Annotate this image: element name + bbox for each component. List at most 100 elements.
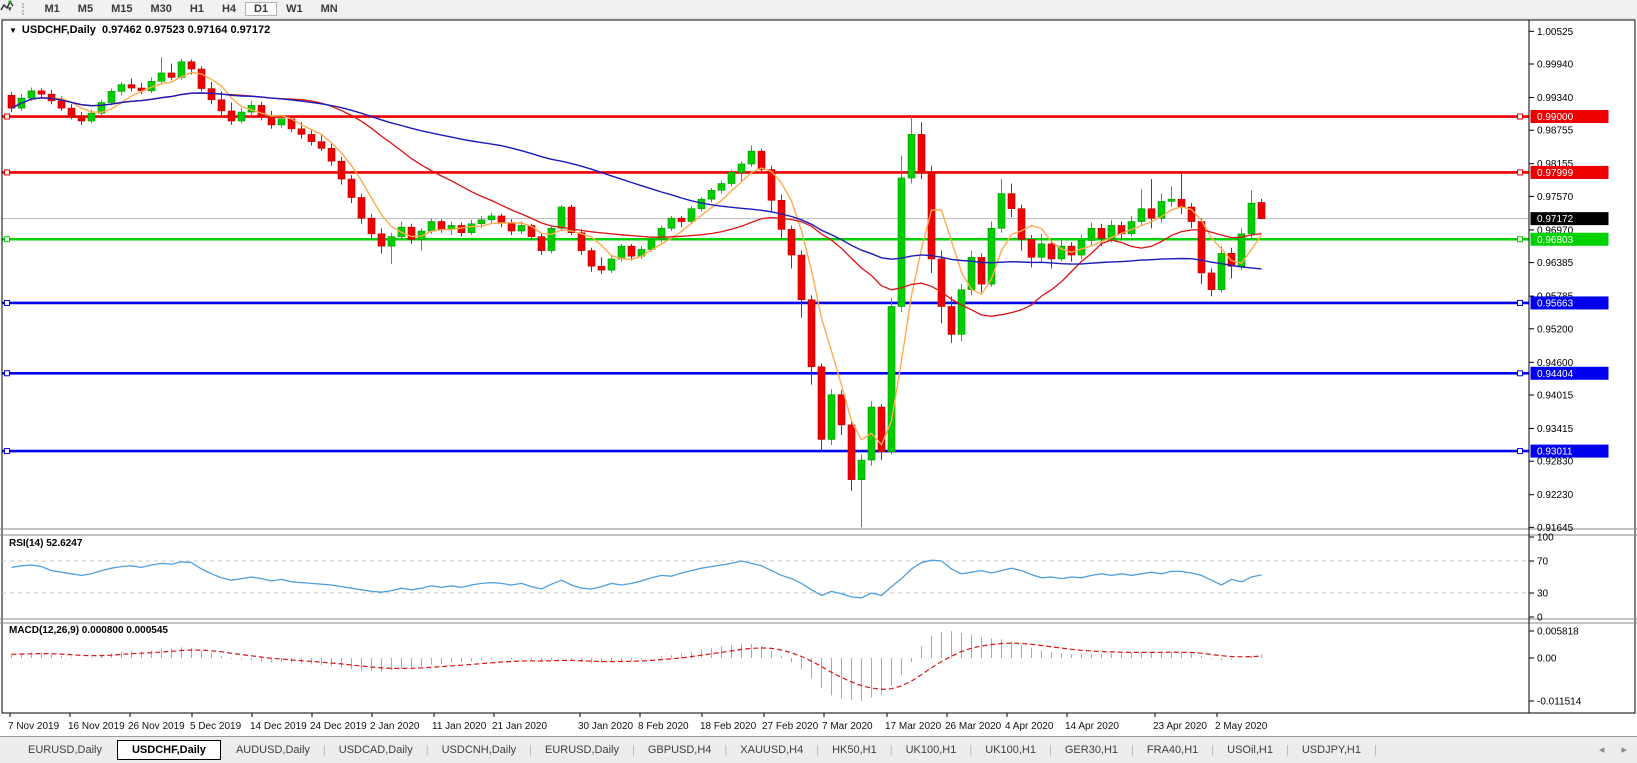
- svg-text:0.96803: 0.96803: [1537, 235, 1574, 246]
- rsi-panel: 100 70 30 0: [2, 533, 1554, 624]
- price-axis-flag: [1530, 165, 1609, 179]
- timeframe-button-H4[interactable]: H4: [221, 3, 237, 15]
- svg-text:0.93011: 0.93011: [1537, 447, 1573, 458]
- macd-indicator-label: MACD(12,26,9) 0.000800 0.000545: [9, 625, 168, 636]
- timeframe-button-M15[interactable]: M15: [111, 3, 133, 15]
- rsi-indicator-label: RSI(14) 52.6247: [9, 538, 83, 549]
- svg-text:17 Mar 2020: 17 Mar 2020: [885, 721, 942, 732]
- level-handle[interactable]: [4, 370, 10, 377]
- indicators-button[interactable]: ▾: [0, 0, 14, 13]
- tab-separator: |: [1373, 744, 1377, 756]
- tab-separator: |: [425, 744, 429, 756]
- svg-text:14 Dec 2019: 14 Dec 2019: [250, 721, 307, 732]
- tab-scroll-nav: ◂ ▸: [1585, 743, 1627, 756]
- chart-title-text: USDCHF,Daily 0.97462 0.97523 0.97164 0.9…: [21, 24, 271, 36]
- svg-text:0.00: 0.00: [1537, 654, 1557, 665]
- level-handle[interactable]: [4, 299, 10, 306]
- svg-text:30: 30: [1537, 589, 1549, 600]
- chart-tab-USDCHF-Daily[interactable]: USDCHF,Daily: [116, 740, 221, 760]
- chart-tab-GER30-H1[interactable]: GER30,H1: [1064, 744, 1119, 756]
- svg-text:8 Feb 2020: 8 Feb 2020: [638, 721, 689, 732]
- svg-text:0.94015: 0.94015: [1537, 391, 1574, 402]
- chart-tab-FRA40-H1[interactable]: FRA40,H1: [1146, 744, 1199, 756]
- toolbar-grip[interactable]: [21, 3, 28, 15]
- svg-text:7 Nov 2019: 7 Nov 2019: [8, 721, 60, 732]
- timeframe-button-MN[interactable]: MN: [320, 3, 338, 15]
- svg-text:21 Jan 2020: 21 Jan 2020: [492, 721, 547, 732]
- svg-text:0.91645: 0.91645: [1537, 523, 1574, 534]
- date-axis[interactable]: 7 Nov 2019 16 Nov 2019 26 Nov 2019 5 Dec 20…: [8, 713, 1268, 732]
- svg-text:4 Apr 2020: 4 Apr 2020: [1005, 721, 1054, 732]
- svg-text:0.99000: 0.99000: [1537, 112, 1574, 123]
- timeframe-button-D1[interactable]: D1: [245, 2, 278, 16]
- chart-tab-USOil-H1[interactable]: USOil,H1: [1227, 744, 1273, 756]
- svg-text:-0.011514: -0.011514: [1537, 697, 1582, 708]
- price-axis[interactable]: 1.00525 0.99940 0.99340 0.98755 0.98155 0.975…: [1529, 27, 1609, 534]
- svg-text:24 Dec 2019: 24 Dec 2019: [310, 721, 367, 732]
- horizontal-level-lines[interactable]: [2, 115, 1529, 453]
- svg-text:0.92830: 0.92830: [1537, 457, 1574, 468]
- chart-tab-EURUSD-Daily[interactable]: EURUSD,Daily: [28, 744, 102, 756]
- svg-text:0.97172: 0.97172: [1537, 214, 1574, 225]
- timeframe-button-M30[interactable]: M30: [150, 3, 172, 15]
- chart-tab-EURUSD-Daily[interactable]: EURUSD,Daily: [545, 744, 619, 756]
- chart-tab-UK100-H1[interactable]: UK100,H1: [985, 744, 1036, 756]
- level-handle[interactable]: [4, 448, 10, 455]
- level-handle[interactable]: [1517, 370, 1523, 377]
- indicators-icon: [0, 0, 14, 11]
- timeframe-button-W1[interactable]: W1: [286, 3, 303, 15]
- level-handle[interactable]: [1517, 236, 1523, 243]
- chart-tab-USDJPY-H1[interactable]: USDJPY,H1: [1301, 744, 1361, 756]
- indicators-dropdown-caret[interactable]: ▾: [8, 6, 12, 13]
- chart-tab-AUDUSD-Daily[interactable]: AUDUSD,Daily: [235, 744, 310, 756]
- svg-text:0.94600: 0.94600: [1537, 358, 1574, 369]
- level-handle[interactable]: [4, 169, 10, 176]
- svg-text:27 Feb 2020: 27 Feb 2020: [762, 721, 819, 732]
- chart-tab-USDCAD-Daily[interactable]: USDCAD,Daily: [338, 744, 413, 756]
- chart-tab-UK100-H1[interactable]: UK100,H1: [905, 744, 957, 756]
- tab-separator: |: [1285, 744, 1289, 756]
- chart-tab-USDCNH-Daily[interactable]: USDCNH,Daily: [441, 744, 517, 756]
- price-axis-flag: [1530, 444, 1609, 458]
- level-handle[interactable]: [4, 113, 10, 120]
- price-axis-flag: [1530, 232, 1609, 246]
- chart-tab-GBPUSD-H4[interactable]: GBPUSD,H4: [647, 744, 712, 756]
- level-handle[interactable]: [4, 236, 10, 243]
- chart-tab-HK50-H1[interactable]: HK50,H1: [832, 744, 877, 756]
- timeframe-button-M5[interactable]: M5: [77, 3, 94, 15]
- svg-text:0.98755: 0.98755: [1537, 126, 1574, 137]
- level-handle[interactable]: [1517, 299, 1523, 306]
- svg-text:0.98155: 0.98155: [1537, 159, 1574, 170]
- timeframe-button-M1[interactable]: M1: [44, 3, 60, 15]
- tab-separator: |: [889, 744, 893, 756]
- tab-separator: |: [816, 744, 820, 756]
- level-handle[interactable]: [1517, 113, 1523, 120]
- svg-text:1.00525: 1.00525: [1537, 27, 1574, 38]
- svg-text:2 May 2020: 2 May 2020: [1215, 721, 1268, 732]
- svg-text:5 Dec 2019: 5 Dec 2019: [190, 721, 242, 732]
- svg-text:7 Mar 2020: 7 Mar 2020: [822, 721, 873, 732]
- svg-text:0.97570: 0.97570: [1537, 192, 1574, 203]
- svg-text:0.93415: 0.93415: [1537, 424, 1574, 435]
- timeframe-toolbar: ▾ M1 M5 M15 M30 H1 H4 D1 W1 MN: [0, 0, 1637, 19]
- svg-text:0.99940: 0.99940: [1537, 60, 1574, 71]
- svg-text:0.99340: 0.99340: [1537, 93, 1574, 104]
- tab-scroll-right-icon[interactable]: ▸: [1621, 744, 1627, 756]
- svg-text:0.95200: 0.95200: [1537, 324, 1574, 335]
- macd-signal-line: [11, 642, 1262, 691]
- candles-layer: [7, 57, 1266, 528]
- chart-tab-XAUUSD-H4[interactable]: XAUUSD,H4: [740, 744, 804, 756]
- tab-separator: |: [322, 744, 326, 756]
- chart-title: ▼ USDCHF,Daily 0.97462 0.97523 0.97164 0…: [9, 24, 270, 36]
- timeframe-buttons: M1 M5 M15 M30 H1 H4 D1 W1 MN: [36, 2, 347, 16]
- tab-separator: |: [631, 744, 635, 756]
- chart-dropdown-icon[interactable]: ▼: [9, 25, 17, 35]
- ma-slow-line: [11, 92, 1262, 270]
- tab-scroll-left-icon[interactable]: ◂: [1598, 744, 1605, 756]
- level-handle[interactable]: [1517, 448, 1523, 455]
- level-handle[interactable]: [1517, 169, 1523, 176]
- svg-text:18 Feb 2020: 18 Feb 2020: [700, 721, 757, 732]
- level-handles[interactable]: [4, 113, 1523, 455]
- timeframe-button-H1[interactable]: H1: [189, 3, 204, 15]
